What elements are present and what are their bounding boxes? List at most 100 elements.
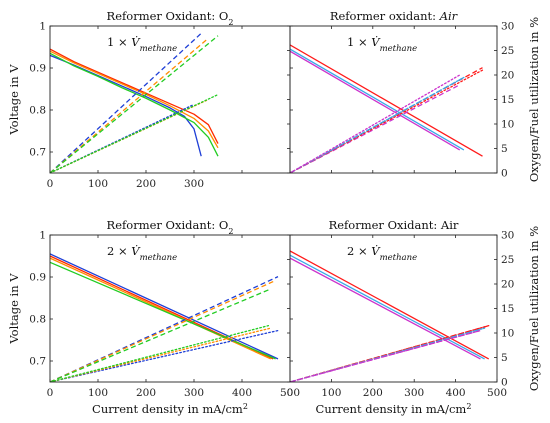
y2-tick-label: 10 (501, 328, 514, 340)
y2-tick-label: 20 (501, 70, 514, 82)
y2-tick-label: 0 (501, 377, 508, 389)
chart-panel-top-left: 0 100 200 300 0.7 0.8 0.9 1 Reformer Oxidant: O2… (7, 9, 291, 190)
flow-annotation-subscript: methane (140, 253, 178, 263)
x-tick-label: 0 (47, 387, 54, 399)
flow-annotation: 1 × V̇methane (107, 35, 177, 54)
x-tick-label: 500 (280, 387, 300, 399)
y-tick-label: 0.7 (29, 356, 46, 368)
series-line-solid (50, 52, 219, 157)
panel-title: Reformer Oxidant: O2 (107, 218, 234, 236)
series-line-dashed (50, 35, 219, 173)
series-line-solid (290, 257, 481, 360)
series-line-solid (290, 50, 461, 151)
y2-tick-label: 0 (501, 168, 508, 180)
flow-annotation-symbol: V̇ (371, 244, 381, 258)
y-tick-label: 0.9 (29, 63, 46, 75)
x-axis-label-superscript: 2 (243, 402, 248, 411)
panel-title: Reformer Oxidant: Air (329, 218, 459, 232)
panel-title: Reformer oxidant: Air (330, 9, 459, 23)
y2-tick-label: 25 (501, 254, 514, 266)
x-tick-label: 200 (136, 178, 156, 190)
x-tick-label: 100 (88, 178, 108, 190)
y2-tick-label: 15 (501, 303, 514, 315)
y2-axis-label: Oxygen/Fuel utilization in % (527, 226, 541, 391)
series-line-solid (290, 254, 485, 360)
flow-annotation: 1 × V̇methane (347, 35, 417, 54)
series-line-dotted (50, 329, 279, 382)
series-line-dashed (50, 37, 209, 173)
flow-annotation-prefix: 2 × (347, 244, 371, 258)
flow-annotation-subscript: methane (140, 44, 178, 54)
series-line-dotted (50, 93, 219, 173)
chart-panel-top-right: 0 5 10 15 20 25 30 Reformer oxidant: Air 1 × V̇m… (289, 9, 541, 182)
series-line-solid (50, 257, 272, 360)
flow-annotation-subscript: methane (380, 253, 418, 263)
x-tick-label: 100 (88, 387, 108, 399)
flow-annotation-prefix: 2 × (107, 244, 131, 258)
x-axis-label-superscript: 2 (466, 402, 471, 411)
y2-tick-label: 5 (501, 352, 508, 364)
x-tick-label: 500 (487, 387, 507, 399)
flow-annotation: 2 × V̇methane (107, 244, 177, 263)
flow-annotation-subscript: methane (380, 44, 418, 54)
x-tick-label: 0 (287, 387, 294, 399)
y2-tick-label: 15 (501, 94, 514, 106)
flow-annotation-prefix: 1 × (107, 35, 131, 49)
flow-annotation-prefix: 1 × (347, 35, 371, 49)
y2-tick-label: 20 (501, 279, 514, 291)
y2-tick-label: 30 (501, 21, 514, 33)
panel-title: Reformer Oxidant: O2 (107, 9, 234, 27)
flow-annotation-symbol: V̇ (131, 244, 141, 258)
series-group (290, 250, 490, 382)
y-tick-label: 1 (39, 230, 46, 242)
series-line-solid (290, 44, 483, 157)
panel-title-subscript: 2 (228, 227, 233, 236)
panel-title-italic: Air (439, 9, 459, 23)
series-line-solid (50, 261, 276, 360)
y2-tick-label: 25 (501, 45, 514, 57)
x-tick-label: 200 (363, 387, 383, 399)
x-tick-label: 300 (404, 387, 424, 399)
y2-axis-label: Oxygen/Fuel utilization in % (527, 17, 541, 182)
series-line-dashed (50, 276, 279, 382)
y-axis-label: Voltage in V (7, 273, 21, 345)
series-line-dotted (290, 69, 484, 173)
series-line-dashed (50, 288, 272, 382)
series-line-solid (50, 253, 279, 360)
flow-annotation-symbol: V̇ (131, 35, 141, 49)
panel-title-text: Reformer oxidant: (330, 9, 440, 23)
series-line-dashed (50, 32, 202, 173)
x-tick-label: 400 (232, 387, 252, 399)
series-line-dotted (290, 74, 461, 173)
series-group (290, 44, 484, 173)
y2-tick-label: 30 (501, 230, 514, 242)
x-axis-label: Current density in mA/cm2 (316, 402, 472, 417)
x-tick-label: 100 (321, 387, 341, 399)
x-tick-label: 400 (446, 387, 466, 399)
x-axis-label-text: Current density in mA/cm (92, 402, 243, 416)
y-tick-label: 1 (39, 21, 46, 33)
y-axis-label: Voltage in V (7, 64, 21, 136)
series-line-dotted (290, 76, 465, 173)
panel-title-subscript: 2 (228, 18, 233, 27)
y2-tick-label: 5 (501, 143, 508, 155)
series-group (50, 253, 279, 382)
series-line-solid (290, 48, 465, 151)
x-tick-label: 300 (184, 178, 204, 190)
x-axis-label-text: Current density in mA/cm (316, 402, 467, 416)
series-group (50, 32, 219, 173)
y-tick-label: 0.8 (29, 314, 46, 326)
x-axis-label: Current density in mA/cm2 (92, 402, 248, 417)
x-tick-label: 200 (136, 387, 156, 399)
y2-tick-label: 10 (501, 119, 514, 131)
panel-title-text: Reformer Oxidant: O (107, 218, 229, 232)
series-line-dotted (290, 329, 482, 382)
series-line-solid (50, 54, 202, 157)
y-tick-label: 0.9 (29, 272, 46, 284)
panel-title-text: Reformer Oxidant: Air (329, 218, 459, 232)
y-tick-label: 0.8 (29, 105, 46, 117)
x-tick-label: 300 (184, 387, 204, 399)
panel-title-text: Reformer Oxidant: O (107, 9, 229, 23)
